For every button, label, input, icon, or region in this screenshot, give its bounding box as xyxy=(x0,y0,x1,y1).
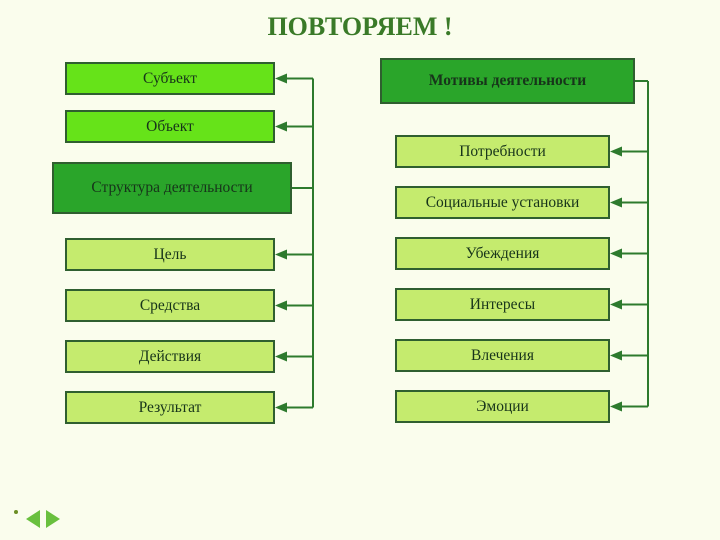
nav-next-icon[interactable] xyxy=(46,510,60,528)
box-interests: Интересы xyxy=(395,288,610,321)
box-subject: Субъект xyxy=(65,62,275,95)
slide-title: ПОВТОРЯЕМ ! xyxy=(0,12,720,42)
box-emotions: Эмоции xyxy=(395,390,610,423)
box-social: Социальные установки xyxy=(395,186,610,219)
box-needs: Потребности xyxy=(395,135,610,168)
box-object: Объект xyxy=(65,110,275,143)
box-result: Результат xyxy=(65,391,275,424)
nav-controls xyxy=(14,510,60,528)
nav-dot-icon xyxy=(14,510,18,514)
box-means: Средства xyxy=(65,289,275,322)
slide: ПОВТОРЯЕМ ! Субъект Объект Структура дея… xyxy=(0,0,720,540)
box-actions: Действия xyxy=(65,340,275,373)
nav-prev-icon[interactable] xyxy=(26,510,40,528)
box-structure: Структура деятельности xyxy=(52,162,292,214)
box-motives: Мотивы деятельности xyxy=(380,58,635,104)
box-drives: Влечения xyxy=(395,339,610,372)
box-goal: Цель xyxy=(65,238,275,271)
box-beliefs: Убеждения xyxy=(395,237,610,270)
